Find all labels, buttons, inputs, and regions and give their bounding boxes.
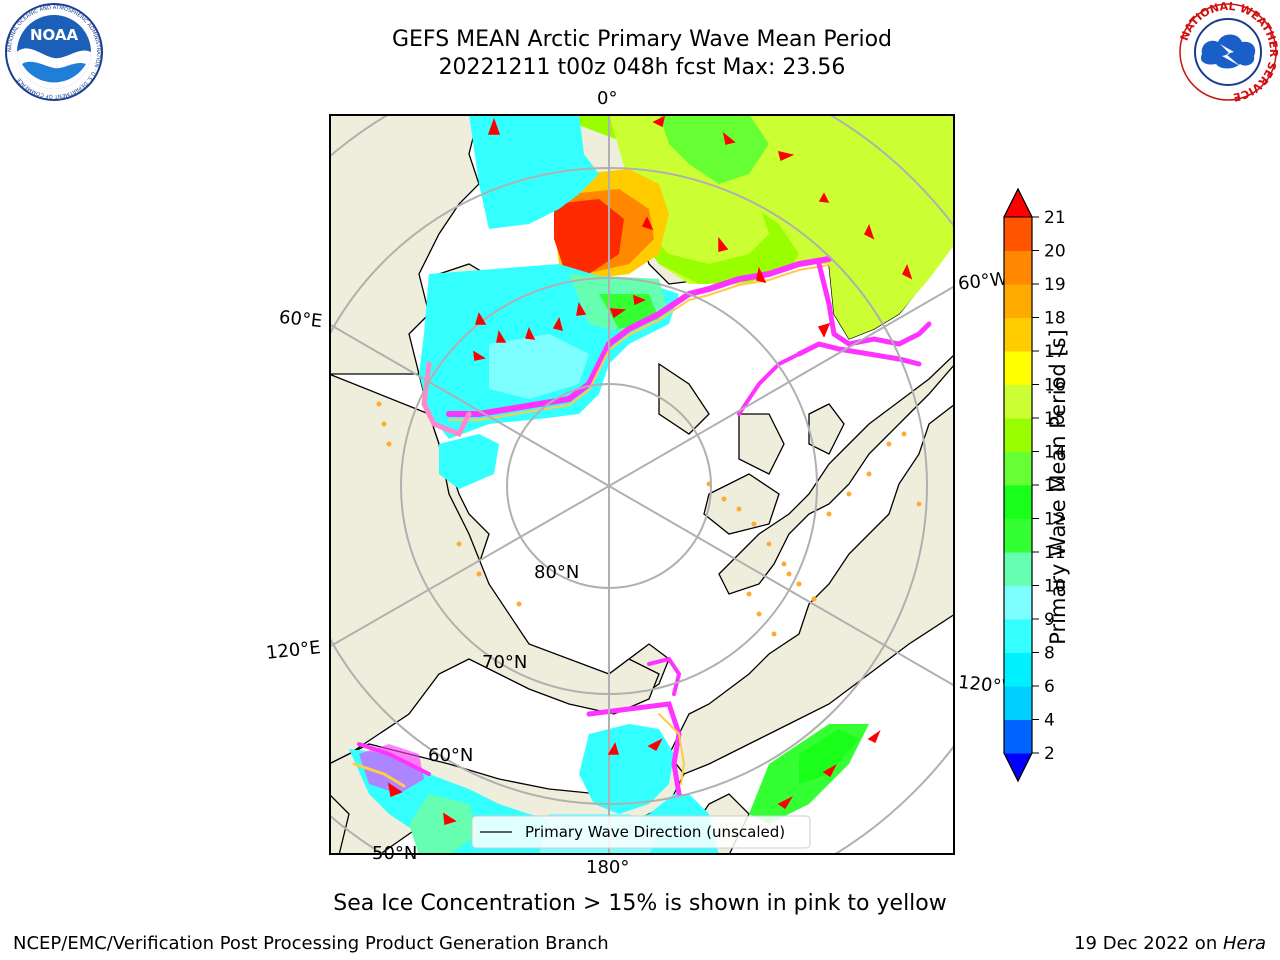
sea-ice-caption: Sea Ice Concentration > 15% is shown in … (333, 891, 947, 916)
colorbar-tick-label: 13 (1044, 476, 1066, 496)
colorbar-segment (1004, 686, 1032, 720)
footer-date-text: 19 Dec 2022 on (1074, 933, 1223, 954)
colorbar-segment (1004, 284, 1032, 318)
footer-host: Hera (1222, 933, 1266, 954)
colorbar-tick-label: 8 (1044, 644, 1055, 664)
noaa-logo: NOAA NATIONAL OCEANIC AND ATMOSPHERIC AD… (5, 3, 103, 101)
colorbar-segment (1004, 250, 1032, 285)
colorbar-segment (1004, 552, 1032, 586)
arctic-map: Primary Wave Direction (unscaled) (329, 114, 955, 855)
colorbar-segment (1004, 384, 1032, 419)
svg-text:NOAA: NOAA (30, 26, 79, 44)
colorbar-tick-label: 15 (1044, 409, 1066, 429)
colorbar-segment (1004, 418, 1032, 452)
lat-label-80n: 80°N (534, 562, 580, 583)
lat-label-50n: 50°N (372, 843, 418, 864)
colorbar-tick-label: 9 (1044, 610, 1055, 630)
colorbar-tick-label: 14 (1044, 443, 1066, 463)
legend-label: Primary Wave Direction (unscaled) (525, 823, 785, 841)
lat-label-60n: 60°N (428, 745, 474, 766)
colorbar-tick-label: 11 (1044, 543, 1066, 563)
colorbar-tick-label: 16 (1044, 376, 1066, 396)
colorbar-label: Primary Wave Mean Period [s] (1046, 329, 1070, 645)
colorbar-segment (1004, 317, 1032, 352)
colorbar-tick-label: 10 (1044, 577, 1066, 597)
colorbar-tick-label: 18 (1044, 309, 1066, 329)
nws-logo: NATIONAL WEATHER SERVICE (1178, 2, 1278, 102)
colorbar-tick-label: 19 (1044, 275, 1066, 295)
colorbar-tick-label: 21 (1044, 208, 1066, 228)
colorbar-segment (1004, 485, 1032, 519)
lon-label-60e: 60°E (278, 306, 324, 333)
colorbar-extend-min (1003, 752, 1033, 783)
colorbar-tick-label: 2 (1044, 744, 1055, 764)
colorbar-segment (1004, 217, 1032, 251)
colorbar-segment (1004, 585, 1032, 620)
wave-field-atlantic (419, 114, 955, 489)
colorbar-segment (1004, 652, 1032, 687)
colorbar-tick-label: 12 (1044, 510, 1066, 530)
chart-title: GEFS MEAN Arctic Primary Wave Mean Perio… (391, 27, 892, 52)
colorbar-segment (1004, 518, 1032, 553)
footer-date: 19 Dec 2022 on Hera (1074, 933, 1266, 954)
lon-label-120e: 120°E (265, 637, 322, 664)
colorbar-tick-label: 17 (1044, 342, 1066, 362)
footer-credit: NCEP/EMC/Verification Post Processing Pr… (13, 933, 609, 954)
colorbar-tick-label: 4 (1044, 711, 1055, 731)
colorbar-tick-label: 20 (1044, 242, 1066, 262)
colorbar-segment (1004, 619, 1032, 653)
colorbar-segment (1004, 719, 1032, 754)
lon-label-0: 0° (597, 88, 618, 109)
ice-edge-dots (376, 401, 922, 637)
wave-direction-arrows (387, 115, 913, 825)
lat-label-70n: 70°N (482, 652, 528, 673)
colorbar-extend-max (1003, 187, 1033, 218)
colorbar-tick-label: 6 (1044, 677, 1055, 697)
colorbar: 2 4 6 8 9 10 11 12 13 14 15 16 17 18 19 20 21 (1003, 187, 1066, 783)
chart-subtitle: 20221211 t00z 048h fcst Max: 23.56 (438, 55, 846, 80)
colorbar-segment (1004, 451, 1032, 486)
map-legend: Primary Wave Direction (unscaled) (471, 815, 811, 849)
map-frame (329, 114, 955, 855)
lon-label-180: 180° (586, 857, 630, 878)
colorbar-segment (1004, 351, 1032, 385)
graticule (329, 114, 955, 855)
